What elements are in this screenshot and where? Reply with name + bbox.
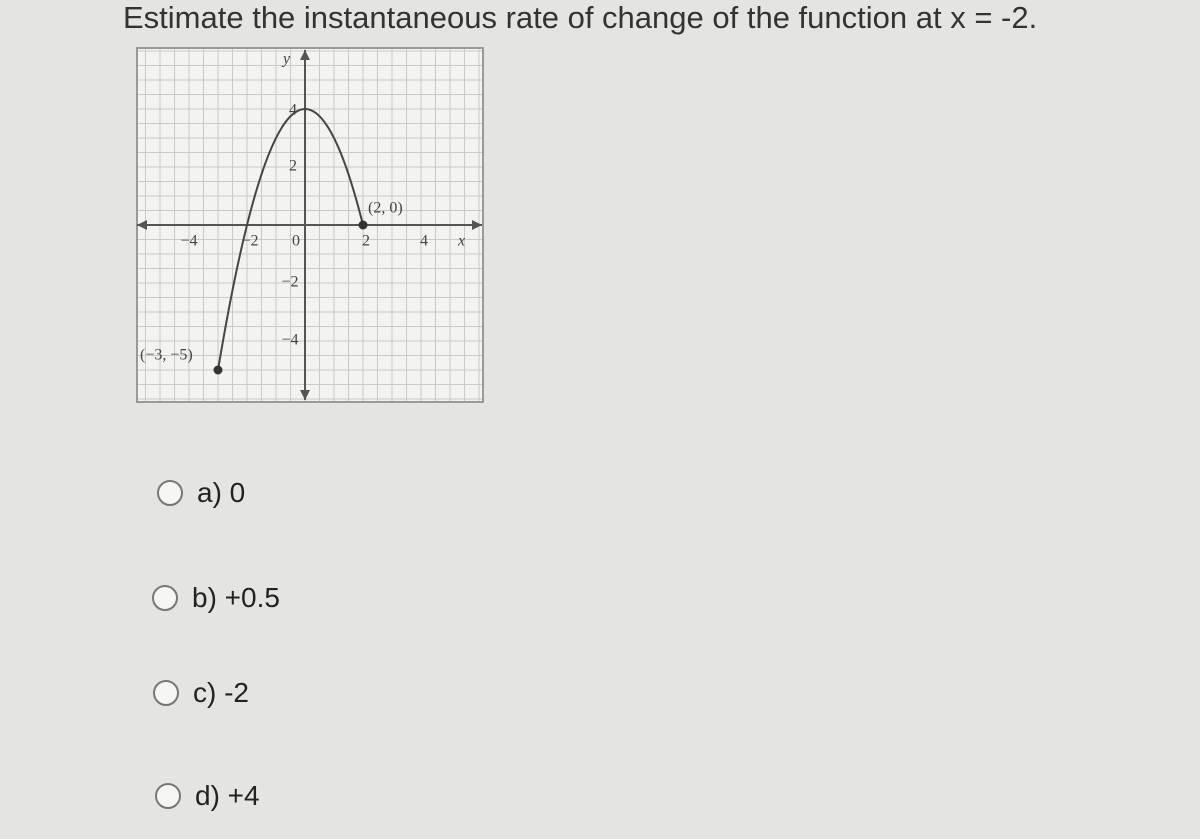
x-axis-label: x bbox=[457, 233, 465, 250]
x-tick-label: 0 bbox=[292, 233, 300, 250]
x-arrow bbox=[137, 220, 147, 230]
option-label: c) -2 bbox=[193, 677, 249, 708]
point-label: (−3, −5) bbox=[140, 347, 193, 364]
point bbox=[358, 220, 368, 230]
option-label: b) +0.5 bbox=[192, 582, 280, 613]
option-label: a) 0 bbox=[197, 477, 246, 508]
x-tick-label: 2 bbox=[362, 233, 370, 250]
radio-button[interactable] bbox=[152, 585, 178, 611]
parabola bbox=[217, 108, 364, 371]
y-tick-label: 2 bbox=[289, 158, 297, 175]
option[interactable]: a) 0 bbox=[157, 477, 245, 509]
radio-button[interactable] bbox=[155, 783, 181, 809]
x-arrow bbox=[472, 220, 482, 230]
question: Estimate the instantaneous rate of chang… bbox=[123, 0, 1038, 35]
y-tick-label: −4 bbox=[281, 332, 298, 349]
point-label: (2, 0) bbox=[368, 200, 403, 217]
option-label: d) +4 bbox=[195, 780, 260, 811]
radio-button[interactable] bbox=[153, 680, 179, 706]
option[interactable]: d) +4 bbox=[155, 780, 260, 812]
y-arrow bbox=[300, 390, 310, 400]
point bbox=[213, 365, 223, 375]
option[interactable]: c) -2 bbox=[153, 677, 249, 709]
x-tick-label: 4 bbox=[420, 233, 428, 250]
option[interactable]: b) +0.5 bbox=[152, 582, 280, 614]
radio-button[interactable] bbox=[157, 480, 183, 506]
y-tick-label: 4 bbox=[289, 102, 297, 119]
x-tick-label: −4 bbox=[180, 233, 197, 250]
x-tick-label: −2 bbox=[241, 233, 258, 250]
y-arrow bbox=[300, 50, 310, 60]
y-tick-label: −2 bbox=[281, 274, 298, 291]
y-axis-label: y bbox=[281, 51, 291, 68]
